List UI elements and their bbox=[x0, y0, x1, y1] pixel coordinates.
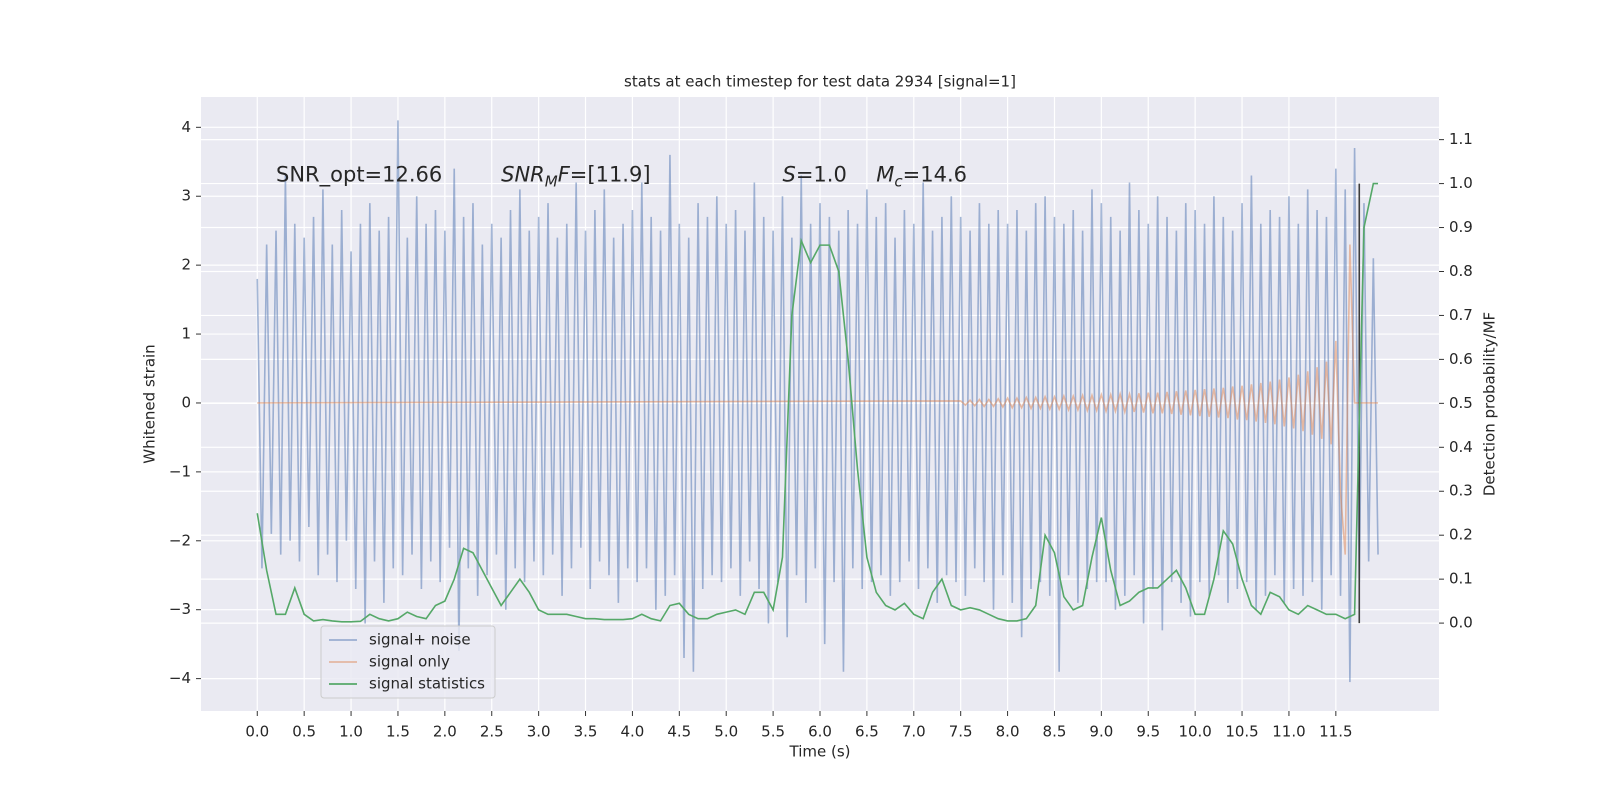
x-tick-label: 1.0 bbox=[339, 723, 363, 741]
y2-tick-label: 1.1 bbox=[1449, 130, 1473, 148]
x-tick-label: 4.5 bbox=[667, 723, 691, 741]
annotation: SNRMF=[11.9] bbox=[501, 163, 650, 191]
y-tick-label: 2 bbox=[181, 256, 191, 274]
x-tick-label: 8.5 bbox=[1043, 723, 1067, 741]
annotation-part: =[11.9] bbox=[570, 163, 651, 187]
x-tick-label: 5.0 bbox=[714, 723, 738, 741]
annotation-part: c bbox=[894, 172, 903, 190]
x-tick-label: 2.0 bbox=[433, 723, 457, 741]
annotation-part: M bbox=[545, 172, 558, 190]
x-tick-label: 1.5 bbox=[386, 723, 410, 741]
y2-tick-label: 0.0 bbox=[1449, 614, 1473, 632]
legend-label: signal+ noise bbox=[369, 631, 471, 649]
series-line bbox=[256, 182, 1379, 623]
annotation-part: SNR bbox=[501, 163, 545, 187]
annotation-part: =14.6 bbox=[903, 163, 967, 187]
x-tick-label: 3.0 bbox=[527, 723, 551, 741]
x-tick-label: 10.5 bbox=[1225, 723, 1258, 741]
legend-label: signal statistics bbox=[369, 675, 485, 693]
annotation: S=1.0 bbox=[782, 163, 846, 187]
x-tick-label: 6.0 bbox=[808, 723, 832, 741]
x-tick-label: 8.0 bbox=[996, 723, 1020, 741]
x-tick-label: 6.5 bbox=[855, 723, 879, 741]
y-tick-label: 1 bbox=[181, 325, 191, 343]
y-tick-label: 4 bbox=[181, 118, 191, 136]
y-tick-label: −1 bbox=[169, 462, 191, 480]
legend-box bbox=[320, 625, 496, 699]
annotation: SNR_opt=12.66 bbox=[276, 163, 442, 188]
y2-tick-label: 0.2 bbox=[1449, 526, 1473, 544]
y2-tick-label: 0.3 bbox=[1449, 482, 1473, 500]
legend-label: signal only bbox=[369, 653, 450, 671]
x-tick-label: 5.5 bbox=[761, 723, 785, 741]
y-tick-label: 0 bbox=[181, 393, 191, 411]
x-tick-label: 9.0 bbox=[1089, 723, 1113, 741]
y-tick-label: −3 bbox=[169, 600, 191, 618]
annotation-part: M bbox=[876, 163, 894, 187]
x-tick-label: 0.5 bbox=[292, 723, 316, 741]
y-axis-label: Whitened strain bbox=[141, 344, 159, 463]
annotation: Mc=14.6 bbox=[876, 163, 967, 191]
x-tick-label: 10.0 bbox=[1178, 723, 1211, 741]
y2-tick-label: 0.6 bbox=[1449, 350, 1473, 368]
annotation-part: S bbox=[782, 163, 795, 187]
y2-tick-label: 0.1 bbox=[1449, 570, 1473, 588]
y2-tick-label: 0.7 bbox=[1449, 306, 1473, 324]
x-tick-label: 2.5 bbox=[480, 723, 504, 741]
x-tick-label: 11.5 bbox=[1319, 723, 1352, 741]
x-tick-label: 3.5 bbox=[574, 723, 598, 741]
y2-tick-label: 0.5 bbox=[1449, 394, 1473, 412]
series-line bbox=[257, 244, 1379, 555]
y-tick-label: −2 bbox=[169, 531, 191, 549]
x-tick-label: 9.5 bbox=[1136, 723, 1160, 741]
x-tick-label: 11.0 bbox=[1272, 723, 1305, 741]
y-tick-label: 3 bbox=[181, 187, 191, 205]
y2-tick-label: 0.9 bbox=[1449, 218, 1473, 236]
y2-axis-label: Detection probability/MF bbox=[1481, 312, 1499, 496]
x-tick-label: 4.0 bbox=[620, 723, 644, 741]
y-tick-label: −4 bbox=[169, 669, 191, 687]
x-tick-label: 0.0 bbox=[245, 723, 269, 741]
x-tick-label: 7.0 bbox=[902, 723, 926, 741]
x-axis-label: Time (s) bbox=[789, 743, 851, 761]
chart-title: stats at each timestep for test data 293… bbox=[624, 73, 1016, 91]
annotation-part: F bbox=[558, 163, 571, 187]
y2-tick-label: 0.4 bbox=[1449, 438, 1473, 456]
annotation-part: =1.0 bbox=[796, 163, 847, 187]
y2-tick-label: 1.0 bbox=[1449, 174, 1473, 192]
y2-tick-label: 0.8 bbox=[1449, 262, 1473, 280]
x-tick-label: 7.5 bbox=[949, 723, 973, 741]
series-line bbox=[256, 120, 1379, 683]
annotation-part: SNR_opt=12.66 bbox=[276, 163, 442, 188]
